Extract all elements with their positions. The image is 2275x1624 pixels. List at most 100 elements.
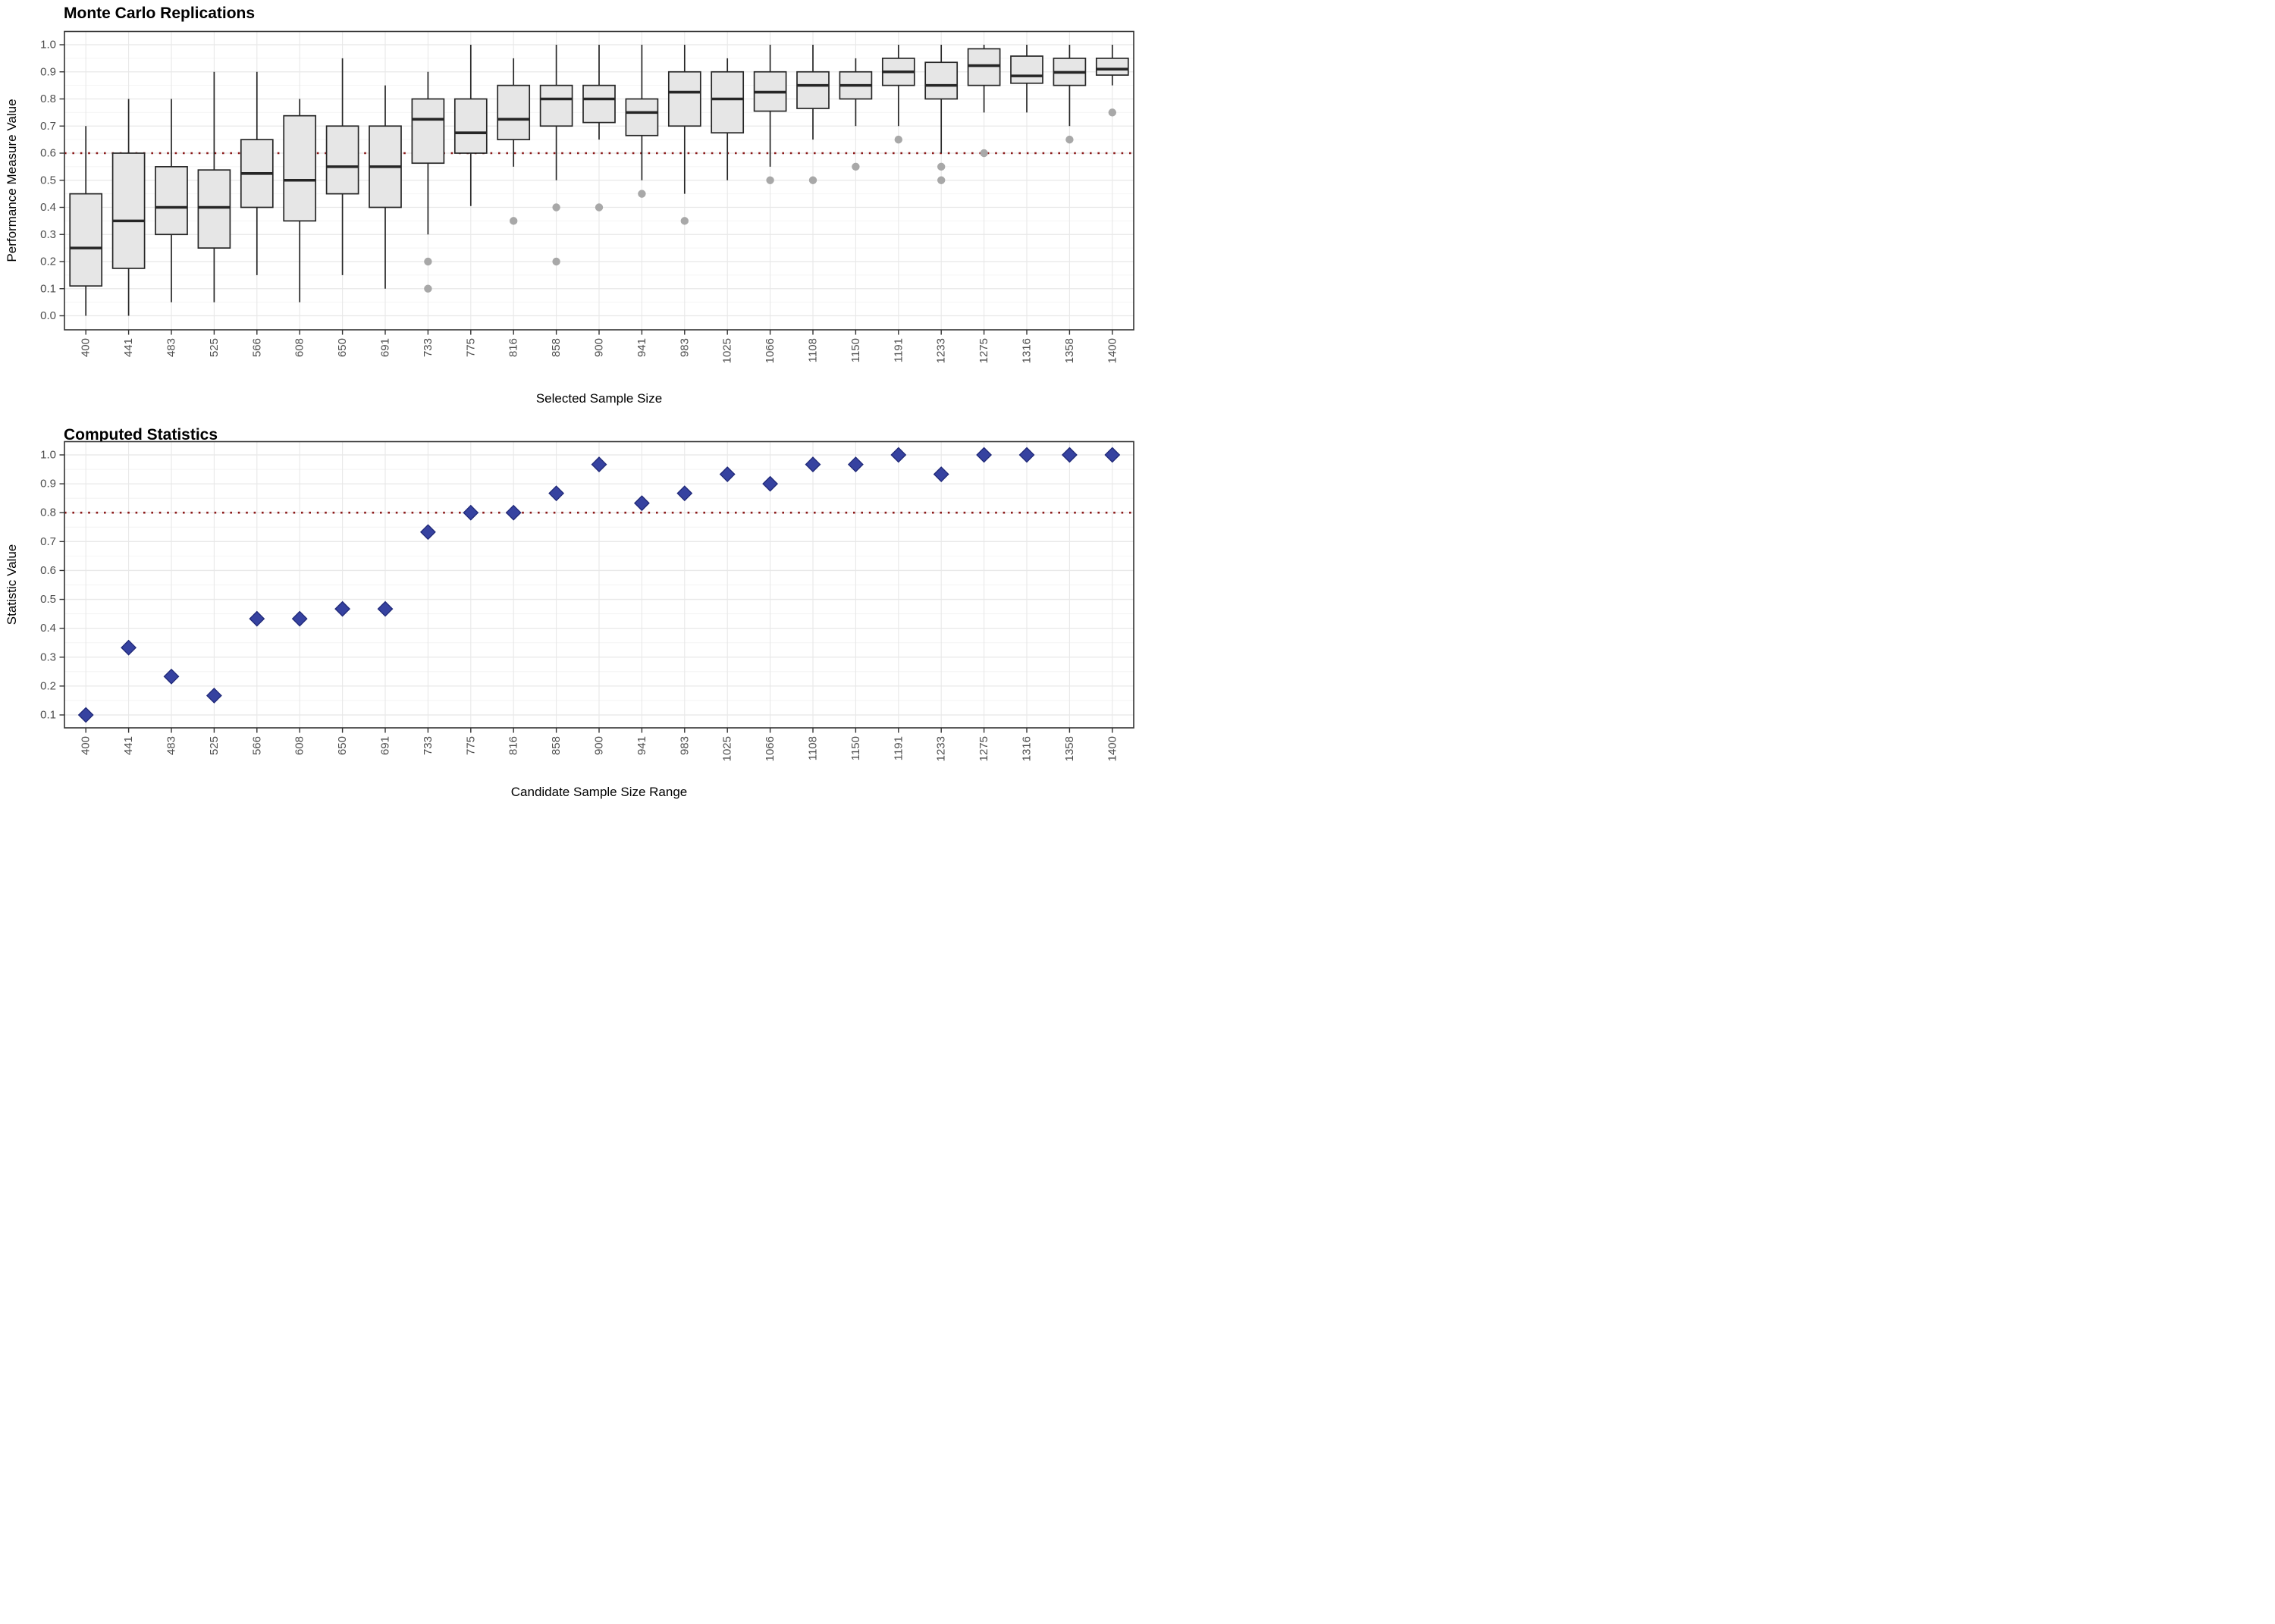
y-tick-label: 0.4 <box>40 201 56 214</box>
y-tick-label: 0.9 <box>40 478 56 491</box>
x-tick-label: 441 <box>122 736 135 755</box>
boxplot-1025 <box>711 58 745 180</box>
iqr-box <box>155 166 188 236</box>
point-1066 <box>762 475 779 492</box>
iqr-box <box>1010 55 1043 84</box>
y-tick-label: 0.9 <box>40 65 56 78</box>
boxplot-1066 <box>753 45 787 184</box>
boxplot-608 <box>283 99 317 303</box>
outlier-point <box>894 135 903 144</box>
x-tick-label: 691 <box>379 338 392 357</box>
x-tick-label: 608 <box>293 338 306 357</box>
outlier-point <box>766 176 774 184</box>
outlier-point <box>937 176 946 184</box>
iqr-box <box>111 152 146 269</box>
iqr-box <box>924 61 959 100</box>
x-tick-label: 1316 <box>1021 736 1034 761</box>
point-1150 <box>847 456 864 472</box>
boxplot-941 <box>625 45 659 198</box>
iqr-box <box>967 48 1001 86</box>
x-tick-label: 400 <box>80 338 93 357</box>
y-tick-label: 0.4 <box>40 622 56 635</box>
point-441 <box>121 639 137 656</box>
boxplot-650 <box>325 58 359 275</box>
point-525 <box>206 688 222 704</box>
boxplot-1316 <box>1010 45 1043 113</box>
x-tick-label: 525 <box>208 338 221 357</box>
plots-canvas: 0.0 0.1 0.2 0.3 0.4 0.5 0.6 0.7 0.8 0.9 1.0 400 441 4… <box>40 30 1134 761</box>
boxplot-1108 <box>796 45 830 184</box>
outlier-point <box>552 203 560 212</box>
x-tick-label: 483 <box>165 736 178 755</box>
outlier-point <box>424 257 432 266</box>
boxplot-983 <box>667 45 701 225</box>
boxplot-1150 <box>839 58 873 171</box>
chart1-title: Monte Carlo Replications <box>64 5 256 22</box>
outlier-point <box>852 162 860 171</box>
y-tick-label: 1.0 <box>40 449 56 462</box>
chart2-x-axis-title: Candidate Sample Size Range <box>510 785 688 799</box>
y-tick-label: 1.0 <box>40 39 56 52</box>
point-1108 <box>805 456 821 472</box>
y-tick-label: 0.6 <box>40 147 56 160</box>
point-566 <box>249 610 265 627</box>
chart2-title: Computed Statistics <box>64 426 218 444</box>
y-tick-label: 0.7 <box>40 120 56 133</box>
x-tick-label: 1191 <box>892 736 905 760</box>
x-tick-label: 400 <box>80 736 93 755</box>
x-tick-label: 816 <box>507 736 520 755</box>
boxplot-525 <box>197 71 231 303</box>
boxplot-1275 <box>967 45 1001 158</box>
x-tick-label: 441 <box>122 338 135 357</box>
iqr-box <box>711 71 745 134</box>
x-tick-label: 566 <box>250 736 263 755</box>
y-tick-label: 0.0 <box>40 309 56 322</box>
boxplot-775 <box>453 45 488 206</box>
iqr-box <box>1095 58 1129 76</box>
y-tick-label: 0.6 <box>40 564 56 577</box>
y-tick-label: 0.1 <box>40 282 56 295</box>
outlier-point <box>552 257 560 266</box>
point-733 <box>419 524 436 541</box>
iqr-box <box>582 84 616 124</box>
x-tick-label: 566 <box>250 338 263 357</box>
y-tick-label: 0.7 <box>40 535 56 548</box>
figure-page: Monte Carlo Replications Computed Statis… <box>0 0 1138 812</box>
outlier-point <box>680 217 689 225</box>
iqr-box <box>69 193 103 287</box>
iqr-box <box>667 71 701 127</box>
iqr-box <box>325 125 359 195</box>
boxplot-1358 <box>1053 45 1087 144</box>
x-tick-label: 775 <box>464 736 477 755</box>
boxplot-1191 <box>881 45 915 144</box>
x-tick-label: 941 <box>635 736 648 755</box>
y-tick-label: 0.5 <box>40 593 56 606</box>
y-tick-label: 0.5 <box>40 174 56 187</box>
boxplot-858 <box>539 45 573 266</box>
boxplot-panel: 0.0 0.1 0.2 0.3 0.4 0.5 0.6 0.7 0.8 0.9 1.0 400 441 4… <box>40 30 1134 363</box>
iqr-box <box>796 71 830 109</box>
point-983 <box>676 485 693 502</box>
outlier-point <box>595 203 604 212</box>
x-tick-label: 1066 <box>764 338 777 363</box>
outlier-point <box>1108 108 1117 117</box>
point-483 <box>163 668 180 685</box>
x-tick-label: 733 <box>422 736 435 755</box>
boxplot-733 <box>411 71 445 293</box>
point-816 <box>505 504 522 521</box>
x-tick-label: 1275 <box>977 338 990 363</box>
x-tick-label: 608 <box>293 736 306 755</box>
y-tick-label: 0.2 <box>40 256 56 268</box>
y-tick-label: 0.8 <box>40 506 56 519</box>
y-tick-label: 0.3 <box>40 228 56 241</box>
boxplot-566 <box>240 71 274 275</box>
point-858 <box>548 485 565 502</box>
point-1275 <box>976 447 993 463</box>
x-tick-label: 1400 <box>1106 338 1119 363</box>
x-tick-label: 1316 <box>1021 338 1034 363</box>
iqr-box <box>497 84 531 140</box>
outlier-point <box>808 176 817 184</box>
boxplot-441 <box>111 99 146 316</box>
x-tick-label: 650 <box>336 736 349 755</box>
point-775 <box>463 504 479 521</box>
